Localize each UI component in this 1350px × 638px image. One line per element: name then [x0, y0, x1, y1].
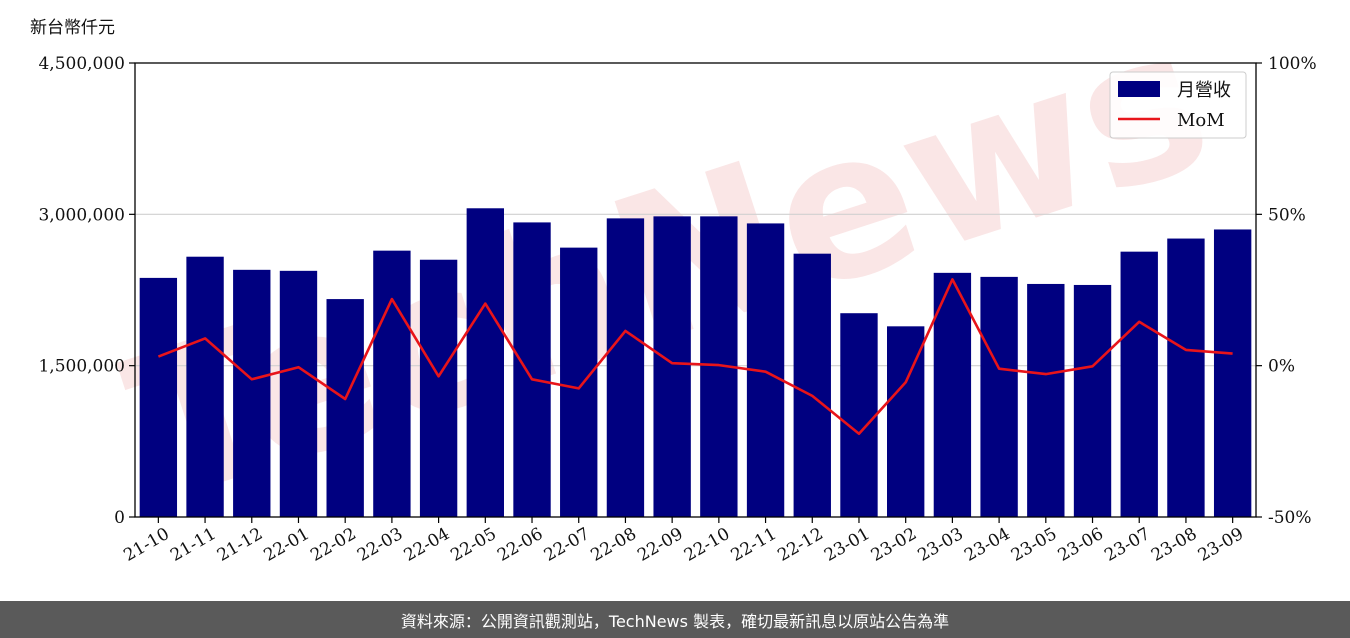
bar-23-01: [840, 313, 878, 517]
source-footer: 資料來源：公開資訊觀測站，TechNews 製表，確切最新訊息以原站公告為準: [0, 601, 1350, 638]
bar-23-04: [980, 276, 1018, 517]
bar-21-12: [233, 269, 271, 517]
x-tick-label: 22-03: [354, 524, 406, 566]
x-tick-label: 22-12: [774, 524, 826, 566]
footer-text: 資料來源：公開資訊觀測站，TechNews 製表，確切最新訊息以原站公告為準: [400, 611, 950, 631]
bar-series: [139, 208, 1252, 518]
left-axis: 0 1,500,000 3,000,000 4,500,000: [38, 54, 135, 528]
x-tick-label: 22-08: [587, 524, 639, 566]
x-tick-label: 21-10: [120, 524, 172, 566]
mom-line: [157, 278, 1233, 436]
bar-23-02: [887, 326, 925, 517]
right-tick-label: -50%: [1268, 508, 1312, 528]
x-tick-label: 23-04: [961, 524, 1013, 566]
left-tick-label: 0: [114, 508, 125, 528]
grid-lines: [135, 213, 1256, 367]
x-tick-label: 22-09: [634, 524, 686, 566]
x-tick-label: 23-08: [1148, 524, 1200, 566]
plot-frame: [134, 62, 1257, 518]
right-axis: -50% 0% 50% 100%: [1256, 54, 1317, 528]
x-tick-label: 23-05: [1008, 524, 1060, 566]
x-tick-label: 22-10: [681, 524, 733, 566]
unit-label: 新台幣仟元: [30, 18, 115, 38]
left-tick-label: 1,500,000: [38, 357, 125, 377]
bar-23-03: [933, 272, 972, 517]
left-tick-label: 4,500,000: [38, 54, 125, 74]
bar-21-11: [186, 256, 224, 517]
legend: 月營收 MoM: [1109, 71, 1247, 139]
x-tick-label: 23-01: [821, 524, 873, 566]
x-tick-label: 23-07: [1101, 524, 1153, 566]
bar-22-04: [419, 259, 458, 517]
bar-22-07: [560, 247, 598, 518]
legend-swatch-bar: [1118, 81, 1160, 97]
x-tick-label: 23-09: [1195, 524, 1247, 566]
x-tick-label: 23-02: [868, 524, 920, 566]
x-tick-label: 23-03: [914, 524, 966, 566]
x-tick-label: 22-07: [541, 524, 593, 566]
bar-23-06: [1073, 284, 1112, 517]
bar-22-03: [373, 250, 411, 518]
bar-22-12: [793, 253, 831, 517]
x-tick-label: 22-01: [261, 524, 313, 566]
x-tick-label: 23-06: [1055, 524, 1107, 566]
x-tick-label: 22-02: [307, 524, 359, 566]
bar-22-09: [653, 216, 691, 517]
bar-22-02: [326, 299, 364, 517]
bar-22-08: [606, 218, 645, 517]
bar-22-06: [513, 222, 551, 517]
x-tick-label: 22-05: [447, 524, 499, 566]
bar-23-05: [1027, 283, 1065, 517]
line-series: [157, 278, 1233, 436]
bar-22-05: [466, 208, 504, 517]
left-tick-label: 3,000,000: [38, 205, 125, 225]
x-tick-label: 22-04: [401, 524, 453, 566]
x-axis: 21-1021-1121-1222-0122-0222-0322-0422-05…: [120, 517, 1247, 566]
x-tick-label: 22-06: [494, 524, 546, 566]
legend-label-mom: MoM: [1177, 110, 1225, 131]
right-tick-label: 0%: [1268, 357, 1295, 377]
bar-23-08: [1167, 238, 1205, 517]
x-tick-label: 22-11: [728, 524, 780, 566]
right-tick-label: 100%: [1268, 54, 1317, 74]
bar-21-10: [139, 277, 178, 517]
bar-22-01: [279, 270, 318, 517]
bar-23-07: [1120, 251, 1158, 517]
bar-23-09: [1213, 229, 1252, 517]
right-tick-label: 50%: [1268, 205, 1306, 225]
legend-label-revenue: 月營收: [1177, 80, 1231, 101]
